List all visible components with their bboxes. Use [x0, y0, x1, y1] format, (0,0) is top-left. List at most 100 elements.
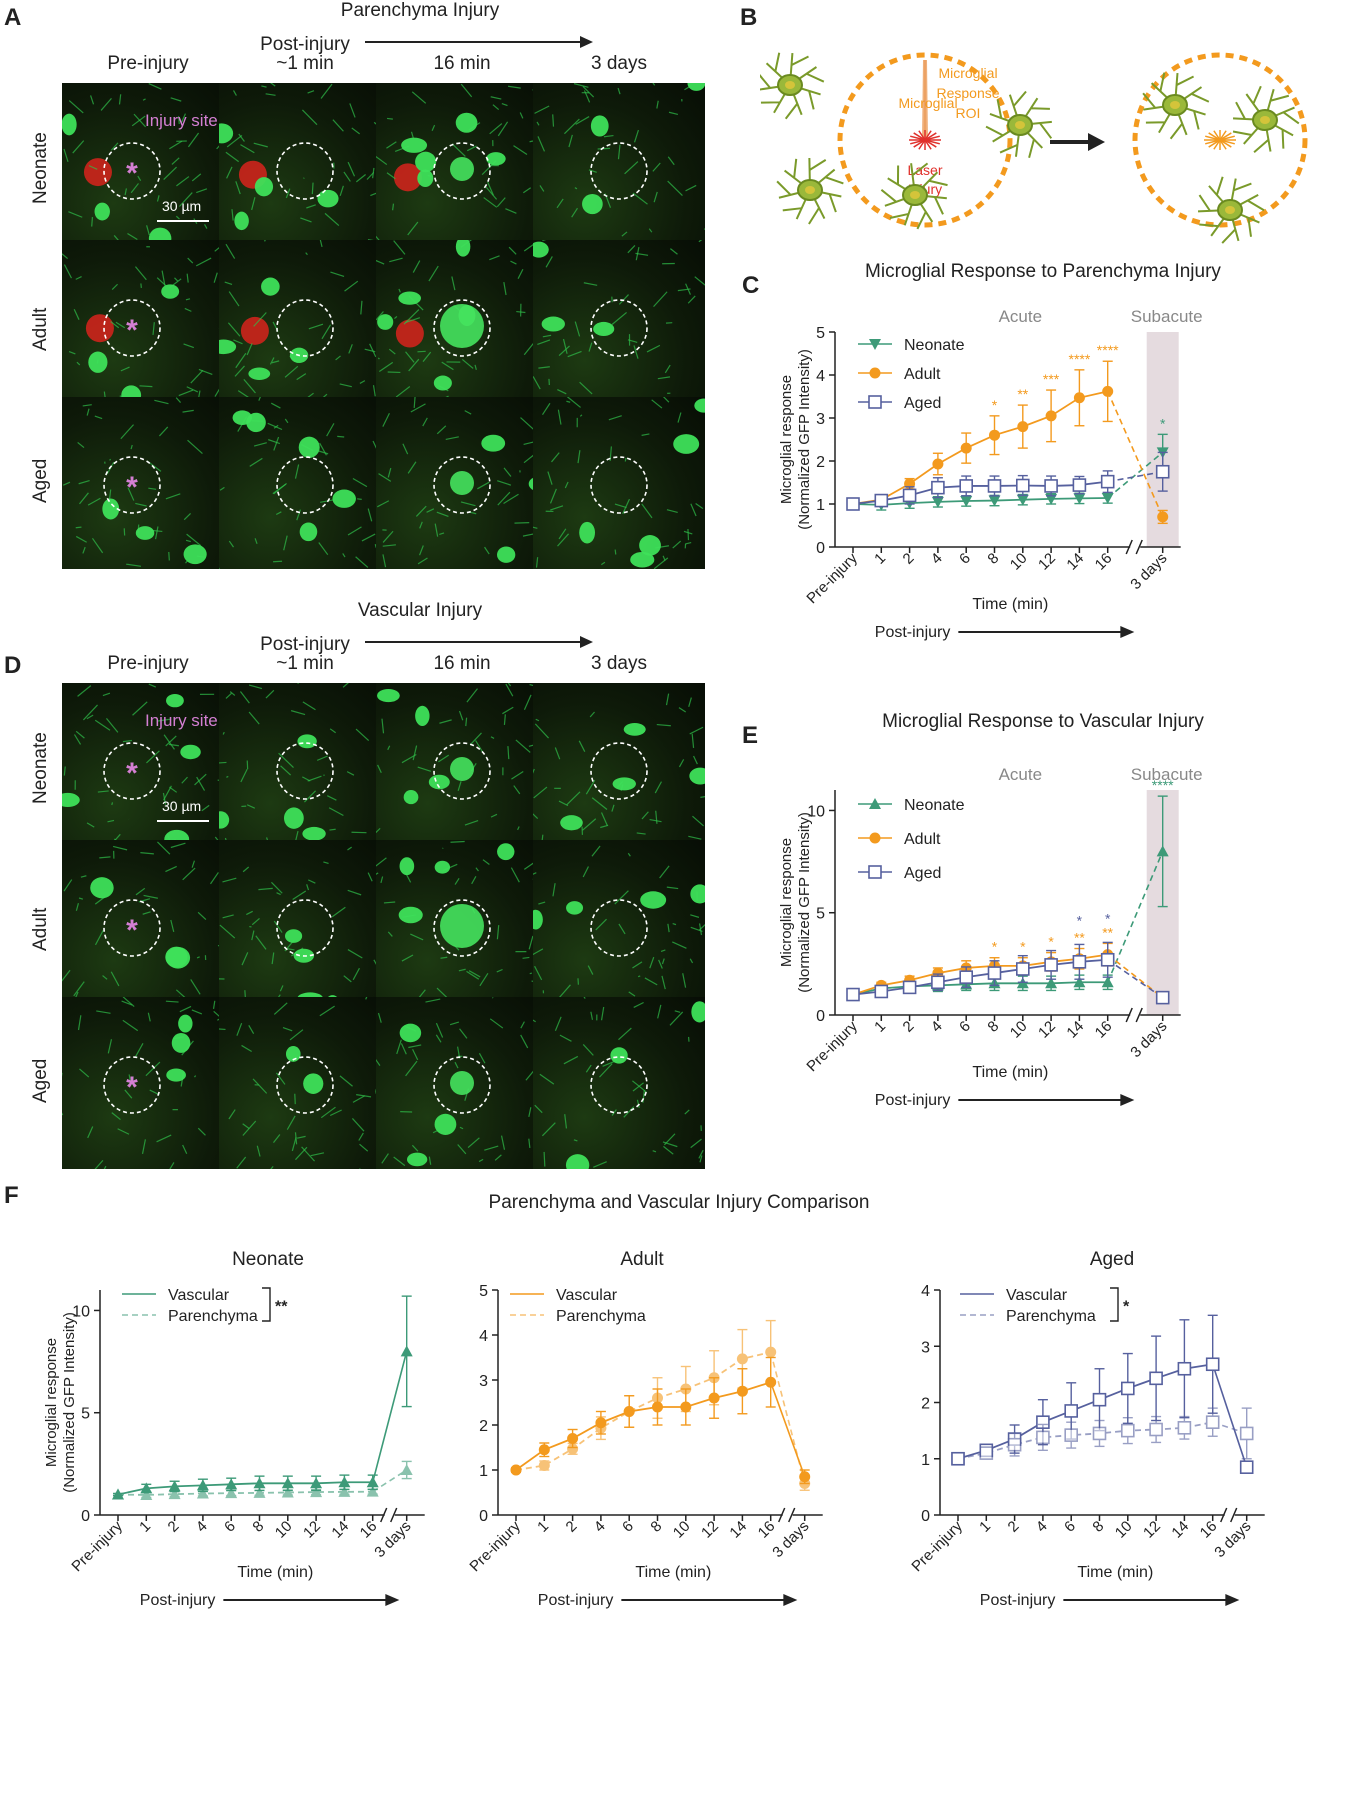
panel-letter-e: E [742, 722, 759, 749]
series-adult [847, 360, 1169, 525]
data-point [1045, 410, 1057, 422]
y-tick-label: 1 [816, 497, 825, 514]
data-point [951, 1451, 965, 1466]
y-tick-label: 4 [921, 1283, 930, 1300]
legend: Vascular Parenchyma * [960, 1287, 1130, 1325]
x-tick-label: 16 [755, 1518, 779, 1542]
series-line [852, 390, 1108, 505]
data-point [1121, 1381, 1135, 1396]
data-point [1239, 1460, 1254, 1474]
legend-label: Parenchyma [168, 1308, 258, 1325]
injury-site-label: Injury site [145, 711, 218, 730]
x-tick-label: 2 [900, 1018, 918, 1036]
series-line-break [1107, 451, 1164, 499]
x-tick-label: Pre-injury [803, 549, 861, 607]
data-point [960, 442, 972, 454]
y-tick-label: 2 [479, 1418, 488, 1435]
x-tick-label: 6 [619, 1518, 637, 1536]
x-tick-label: 10 [670, 1518, 694, 1542]
svg-text:*: * [126, 757, 138, 790]
data-point [253, 1486, 266, 1498]
data-point [567, 1433, 579, 1444]
column-header: 3 days [591, 653, 647, 674]
legend-label: Vascular [556, 1287, 618, 1304]
legend-label: Neonate [904, 337, 965, 354]
panel-letter-f: F [4, 1182, 19, 1209]
series-neonate [847, 433, 1169, 511]
roi-circle-before [837, 52, 1013, 228]
microglia-cell-icon [776, 157, 844, 225]
microscopy-image: * [62, 840, 234, 1012]
series-line [117, 1490, 373, 1496]
laser-label: Laser [907, 162, 942, 178]
data-point [1177, 1421, 1192, 1435]
data-point [1101, 492, 1114, 504]
x-tick-label: 3 days [1211, 1518, 1254, 1561]
microscopy-image [533, 397, 705, 569]
x-tick-label: 14 [328, 1518, 352, 1542]
roi-microglial-label: Microglial [938, 65, 997, 81]
data-point [1155, 990, 1170, 1005]
data-point [567, 1443, 579, 1455]
significance-label: * [992, 939, 998, 955]
data-point [168, 1480, 181, 1492]
y-tick-label: 10 [807, 803, 825, 820]
microscopy-image: * [62, 683, 234, 855]
panel-a-arrow [365, 36, 593, 48]
data-point [281, 1486, 294, 1498]
x-axis-label: Time (min) [237, 1564, 313, 1581]
data-point [931, 496, 944, 508]
data-point [931, 480, 945, 495]
data-point [987, 966, 1002, 980]
column-header: 3 days [591, 53, 647, 74]
data-point [1101, 976, 1114, 988]
axis-break [380, 1507, 398, 1523]
series-parenchyma [951, 1407, 1254, 1466]
x-tick-label: Pre-injury [803, 1017, 861, 1075]
data-point [1073, 976, 1086, 988]
svg-text:*: * [126, 914, 138, 947]
svg-text:*: * [126, 1071, 138, 1104]
series-line [852, 981, 1108, 996]
scale-bar [157, 820, 209, 822]
legend-label: Parenchyma [556, 1308, 646, 1325]
data-point [1239, 1426, 1254, 1441]
microglia-cell-icon [1197, 176, 1265, 244]
x-tick-label: 8 [984, 1018, 1002, 1036]
x-tick-label: 16 [1092, 1018, 1116, 1042]
significance-label: **** [1069, 351, 1091, 367]
data-point [510, 1464, 522, 1476]
data-point [140, 1482, 153, 1494]
series-line [515, 1381, 771, 1471]
chart-e: Microglial Response to Vascular Injury Ac… [778, 711, 1204, 1109]
x-tick-label: 1 [534, 1518, 552, 1536]
significance-label: *** [1043, 371, 1060, 387]
panel-d-arrow [365, 636, 593, 648]
phase-label-subacute: Subacute [1131, 307, 1203, 326]
x-tick-label: 6 [956, 550, 974, 568]
legend-label: Vascular [1006, 1287, 1068, 1304]
column-header: ~1 min [276, 53, 334, 74]
microscopy-image [219, 240, 391, 412]
x-tick-label: 4 [193, 1518, 211, 1536]
transition-arrow [1050, 133, 1105, 151]
column-header: ~1 min [276, 653, 334, 674]
microscopy-image [376, 683, 548, 855]
data-point [623, 1406, 635, 1417]
post-injury-arrowhead [783, 1594, 798, 1606]
data-point [979, 1446, 994, 1460]
data-point [1064, 1404, 1078, 1418]
data-point [1017, 421, 1029, 433]
series-line-break [372, 1469, 408, 1493]
data-point [874, 493, 889, 508]
panel-letter-d: D [4, 652, 22, 679]
y-tick-label: 3 [816, 411, 825, 428]
x-axis-label: Time (min) [972, 596, 1048, 613]
y-tick-label: 2 [921, 1396, 930, 1413]
x-axis-label: Time (min) [1077, 1564, 1153, 1581]
series-line-break [1107, 954, 1164, 999]
y-tick-label: 10 [72, 1303, 90, 1320]
microscopy-image [219, 840, 391, 1012]
y-axis-label-units: (Normalized GFP Intensity) [796, 812, 813, 993]
